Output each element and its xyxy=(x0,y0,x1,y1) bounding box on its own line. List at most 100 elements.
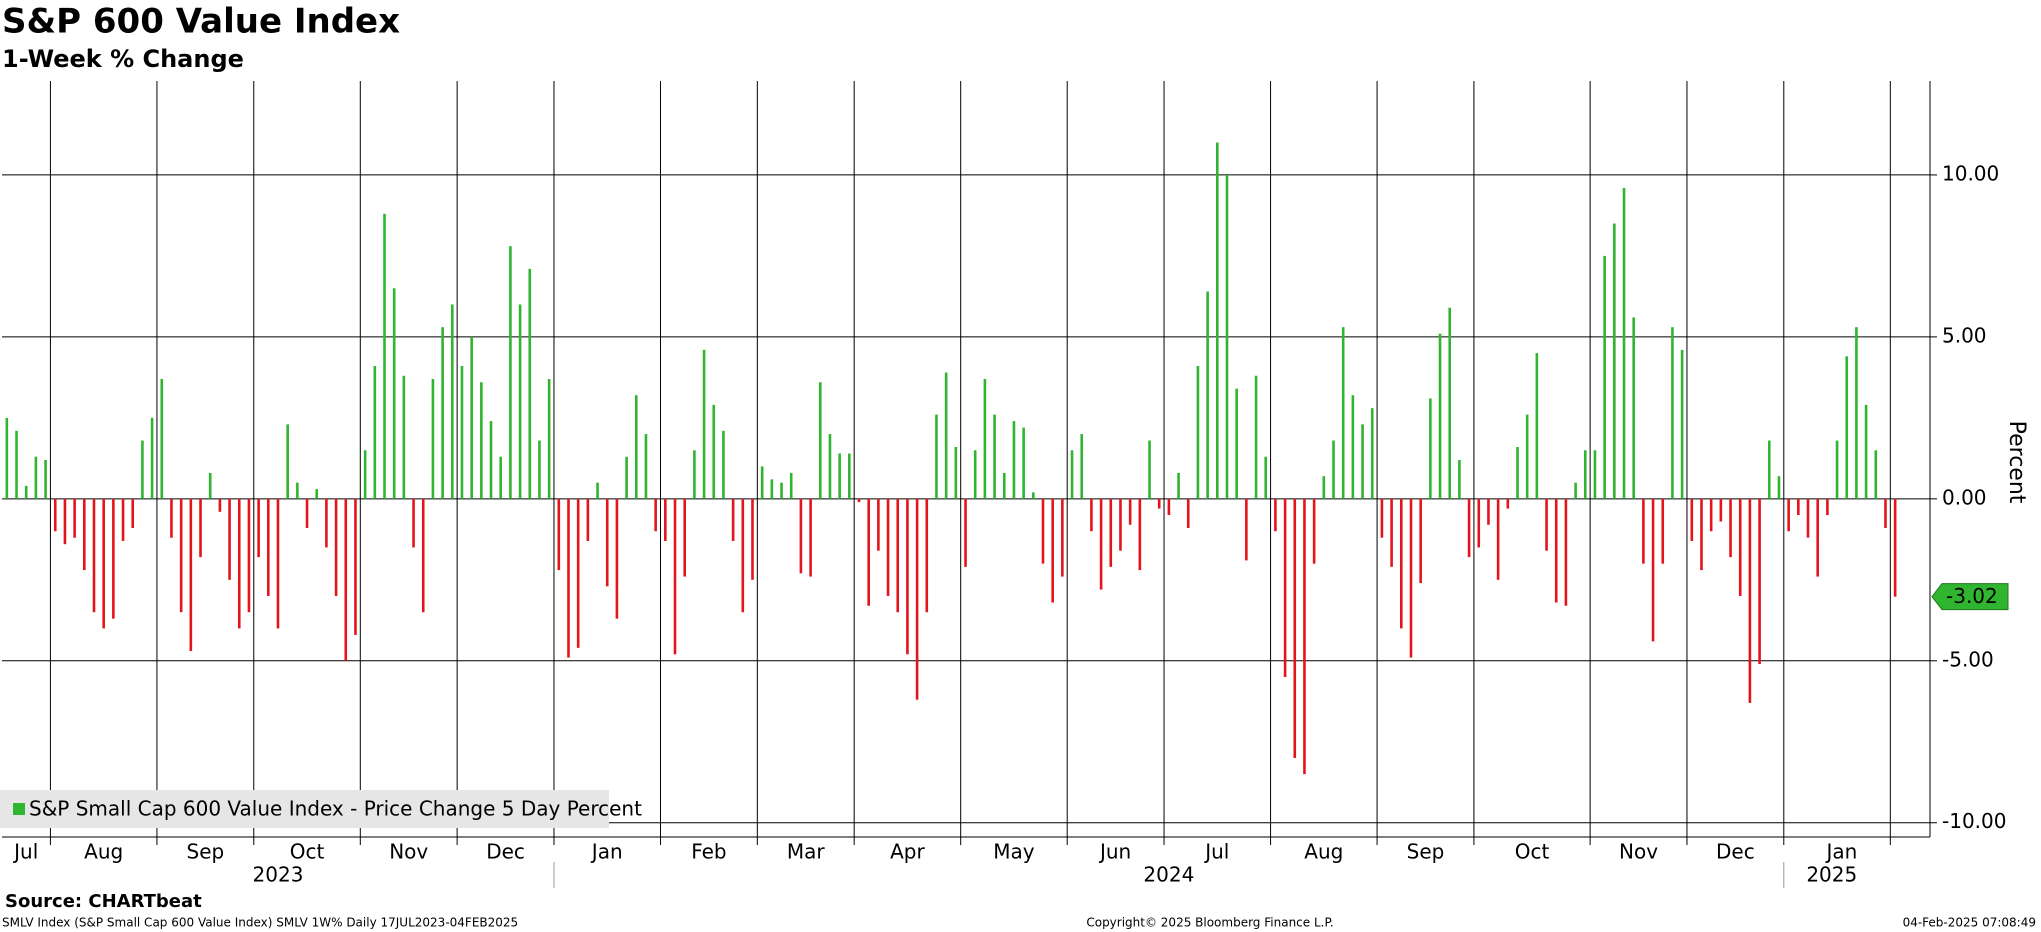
y-tick-label: -10.00 xyxy=(1942,809,2006,833)
bar xyxy=(731,498,735,541)
bar xyxy=(1070,450,1074,499)
bar xyxy=(615,498,619,619)
bar xyxy=(1884,498,1887,528)
bar xyxy=(102,498,105,629)
bar xyxy=(1012,421,1016,499)
x-tick-label: Nov xyxy=(389,840,428,864)
footer-right: 04-Feb-2025 07:08:49 xyxy=(1903,916,2036,930)
bar xyxy=(634,395,638,499)
bar xyxy=(1361,424,1364,499)
bar xyxy=(1138,498,1142,571)
bar xyxy=(1119,498,1122,551)
x-tick-label: May xyxy=(993,840,1035,864)
bar xyxy=(199,498,202,558)
bar xyxy=(896,498,900,613)
bar xyxy=(1496,498,1500,580)
bar xyxy=(296,482,299,499)
bar xyxy=(92,498,96,613)
bar xyxy=(809,498,812,577)
bar xyxy=(480,382,483,499)
chart-title: S&P 600 Value Index xyxy=(2,2,400,42)
bar xyxy=(586,498,590,541)
x-tick-label: Dec xyxy=(1716,840,1755,864)
bar xyxy=(421,498,425,613)
bar xyxy=(15,430,18,499)
bar xyxy=(1419,498,1422,584)
year-label: 2025 xyxy=(1806,863,1857,887)
bar xyxy=(1090,498,1093,532)
bar xyxy=(877,498,880,551)
bar xyxy=(44,459,47,499)
bar xyxy=(1245,498,1248,561)
bar xyxy=(1458,459,1461,499)
last-value-tag xyxy=(1931,583,2009,611)
bar xyxy=(1738,498,1742,597)
bar xyxy=(1700,498,1703,571)
x-tick-label: Mar xyxy=(787,840,826,864)
bar xyxy=(1477,498,1481,548)
bar xyxy=(1196,366,1200,499)
bar xyxy=(973,450,977,499)
bar xyxy=(1574,482,1577,499)
bar xyxy=(1370,408,1374,499)
bar xyxy=(208,472,212,499)
bar xyxy=(383,213,386,499)
bar xyxy=(53,498,57,532)
bar xyxy=(499,456,503,499)
bar xyxy=(1167,498,1171,516)
bar xyxy=(1448,307,1452,499)
bar xyxy=(1583,450,1587,499)
bar xyxy=(1332,440,1335,499)
bar xyxy=(228,498,231,580)
bar xyxy=(1099,498,1103,590)
bar xyxy=(489,421,493,499)
bar xyxy=(1109,498,1113,567)
bar xyxy=(751,498,754,580)
bar xyxy=(1709,498,1713,532)
bar xyxy=(1767,440,1771,499)
chart-subtitle: 1-Week % Change xyxy=(2,45,244,73)
bar xyxy=(1787,498,1790,532)
bar xyxy=(509,246,512,499)
bar xyxy=(1835,440,1839,499)
x-tick-label: Jul xyxy=(1203,840,1229,864)
bar xyxy=(741,498,745,613)
bar xyxy=(344,498,348,661)
bar xyxy=(1399,498,1403,629)
bar xyxy=(1816,498,1819,577)
bar xyxy=(73,498,76,538)
legend-label: S&P Small Cap 600 Value Index - Price Ch… xyxy=(29,797,642,821)
bar xyxy=(1061,498,1064,577)
bar xyxy=(1826,498,1829,516)
bar xyxy=(1002,472,1006,499)
bar xyxy=(1622,187,1626,499)
bar xyxy=(402,375,406,499)
bar xyxy=(780,482,783,499)
bar xyxy=(1157,498,1161,509)
bar xyxy=(1564,498,1568,606)
bar xyxy=(1661,498,1665,564)
y-tick-label: -5.00 xyxy=(1942,647,1994,671)
bar xyxy=(1022,427,1025,499)
bar xyxy=(1322,476,1326,499)
bar xyxy=(189,498,193,652)
bar xyxy=(1613,223,1616,499)
bar xyxy=(993,414,996,499)
bar xyxy=(1177,472,1180,499)
bar xyxy=(712,404,716,499)
bar xyxy=(848,453,851,499)
bar xyxy=(538,440,541,499)
bar xyxy=(247,498,251,613)
bar xyxy=(34,456,38,499)
bar xyxy=(24,485,28,499)
bar xyxy=(363,450,367,499)
bar xyxy=(867,498,870,606)
bar xyxy=(1274,498,1277,532)
bar xyxy=(944,372,948,499)
x-tick-label: Oct xyxy=(1515,840,1550,864)
y-tick-label: 5.00 xyxy=(1942,323,1987,347)
bar xyxy=(1516,447,1519,499)
bar xyxy=(760,466,764,499)
bar xyxy=(1312,498,1316,564)
bar xyxy=(179,498,183,613)
